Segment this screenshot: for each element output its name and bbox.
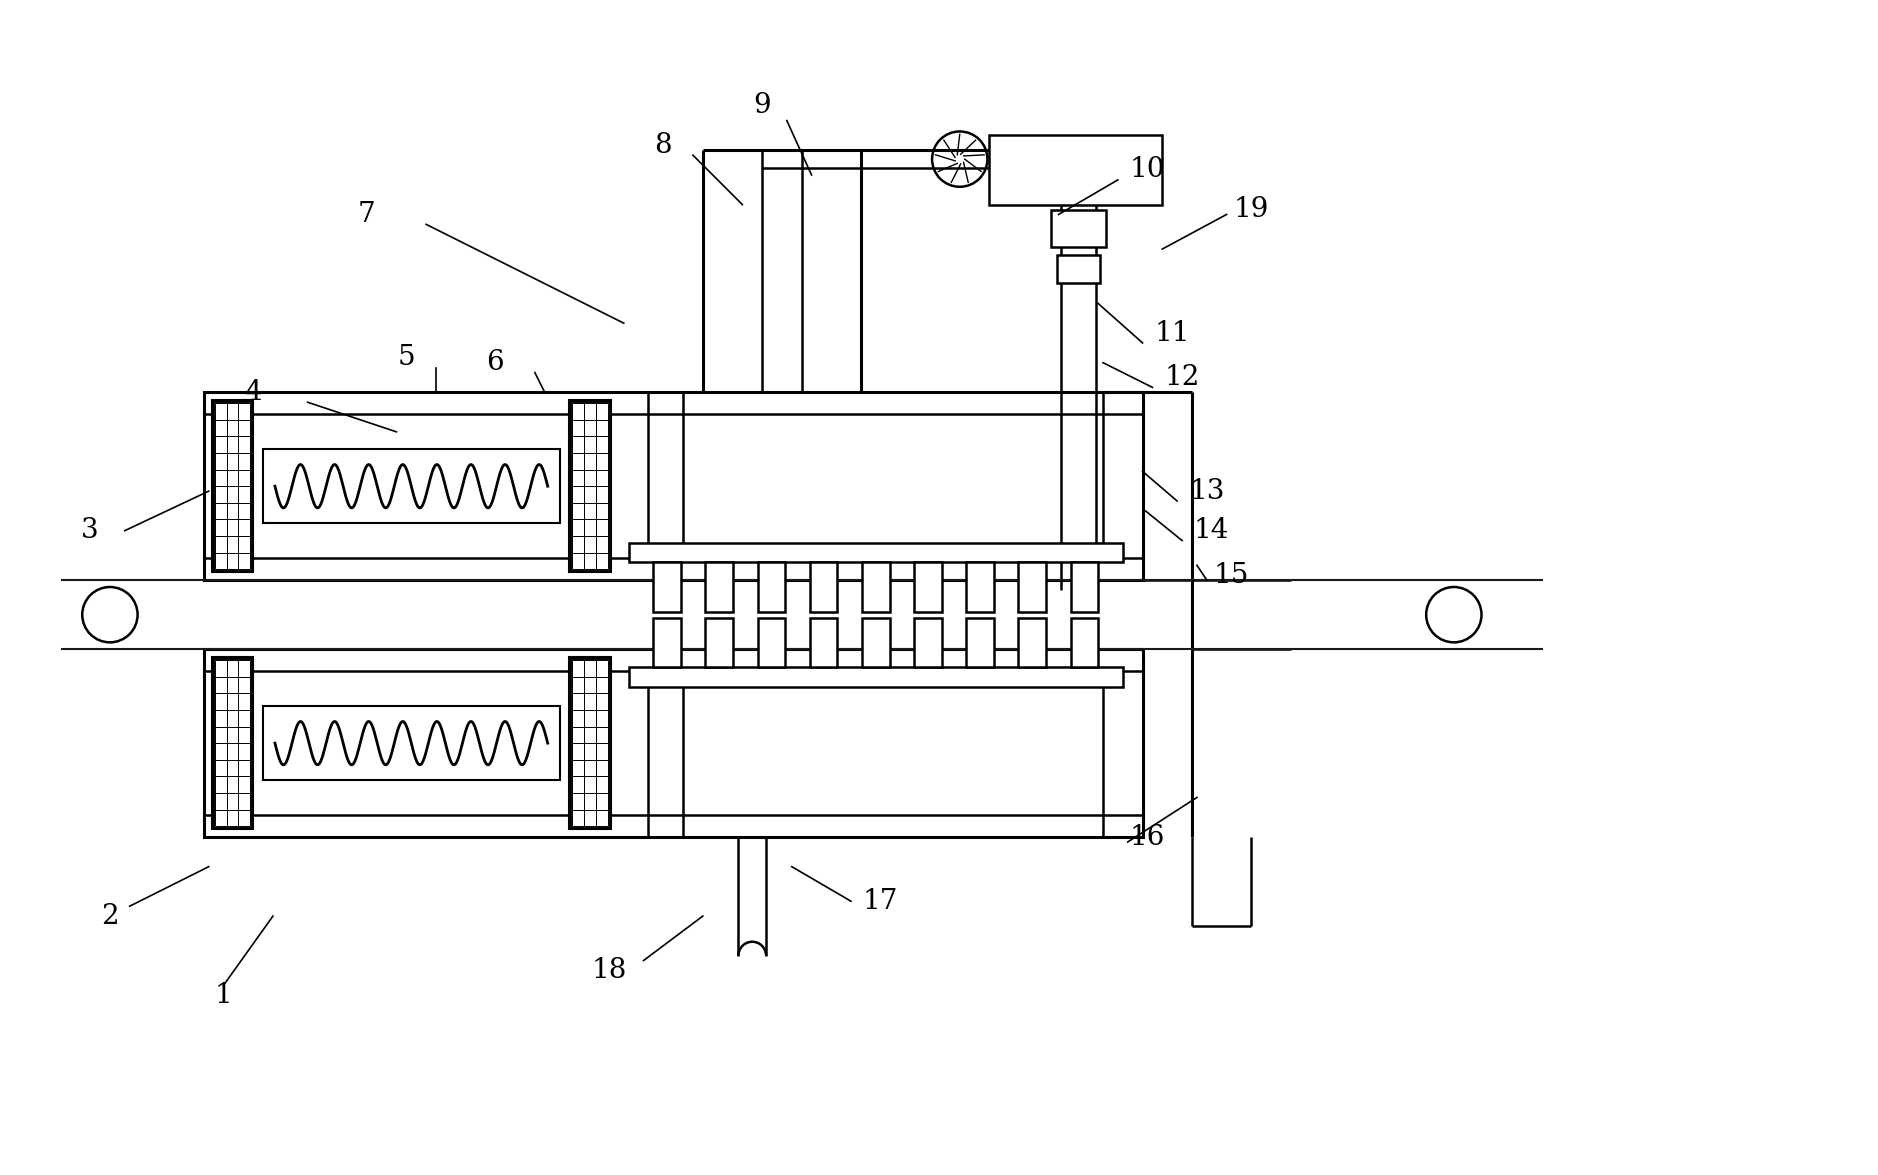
Bar (862, 563, 890, 612)
Bar (862, 618, 890, 667)
Bar (1050, 209, 1106, 247)
Bar (629, 543, 1123, 563)
Bar (1070, 618, 1099, 667)
Bar (809, 563, 838, 612)
Text: 17: 17 (864, 888, 898, 915)
Text: 4: 4 (244, 378, 263, 405)
Bar (263, 706, 560, 780)
Bar (212, 657, 254, 830)
Bar (569, 401, 610, 572)
Text: 19: 19 (1234, 196, 1270, 223)
Bar (205, 392, 1142, 580)
Bar (654, 618, 682, 667)
Bar (967, 618, 993, 667)
Bar (915, 563, 941, 612)
Bar (757, 618, 785, 667)
Bar (573, 403, 608, 569)
Bar (1018, 618, 1046, 667)
Text: 18: 18 (592, 956, 627, 983)
Text: 10: 10 (1131, 156, 1164, 183)
Text: 1: 1 (214, 981, 233, 1008)
Bar (263, 449, 560, 523)
Bar (573, 660, 608, 826)
Bar (212, 401, 254, 572)
Text: 7: 7 (359, 201, 376, 228)
Text: 11: 11 (1155, 320, 1191, 347)
Bar (757, 563, 785, 612)
Bar (1070, 563, 1099, 612)
Text: 14: 14 (1194, 517, 1230, 544)
Text: 3: 3 (81, 517, 100, 544)
Bar (654, 563, 682, 612)
Text: 9: 9 (753, 93, 772, 119)
Text: 8: 8 (655, 132, 672, 159)
Bar (967, 563, 993, 612)
Bar (629, 667, 1123, 687)
Bar (990, 135, 1162, 204)
Bar (214, 660, 250, 826)
Bar (205, 650, 1142, 837)
Text: 2: 2 (101, 902, 118, 929)
Bar (1018, 563, 1046, 612)
Bar (915, 618, 941, 667)
Text: 5: 5 (398, 344, 415, 371)
Bar (569, 657, 610, 830)
Text: 6: 6 (486, 349, 503, 376)
Bar (706, 563, 732, 612)
Text: 16: 16 (1131, 824, 1164, 851)
Text: 13: 13 (1189, 478, 1224, 504)
Text: 12: 12 (1164, 364, 1200, 391)
Bar (214, 403, 250, 569)
Bar (1057, 255, 1101, 283)
Text: 15: 15 (1213, 562, 1249, 589)
Bar (706, 618, 732, 667)
Bar (809, 618, 838, 667)
